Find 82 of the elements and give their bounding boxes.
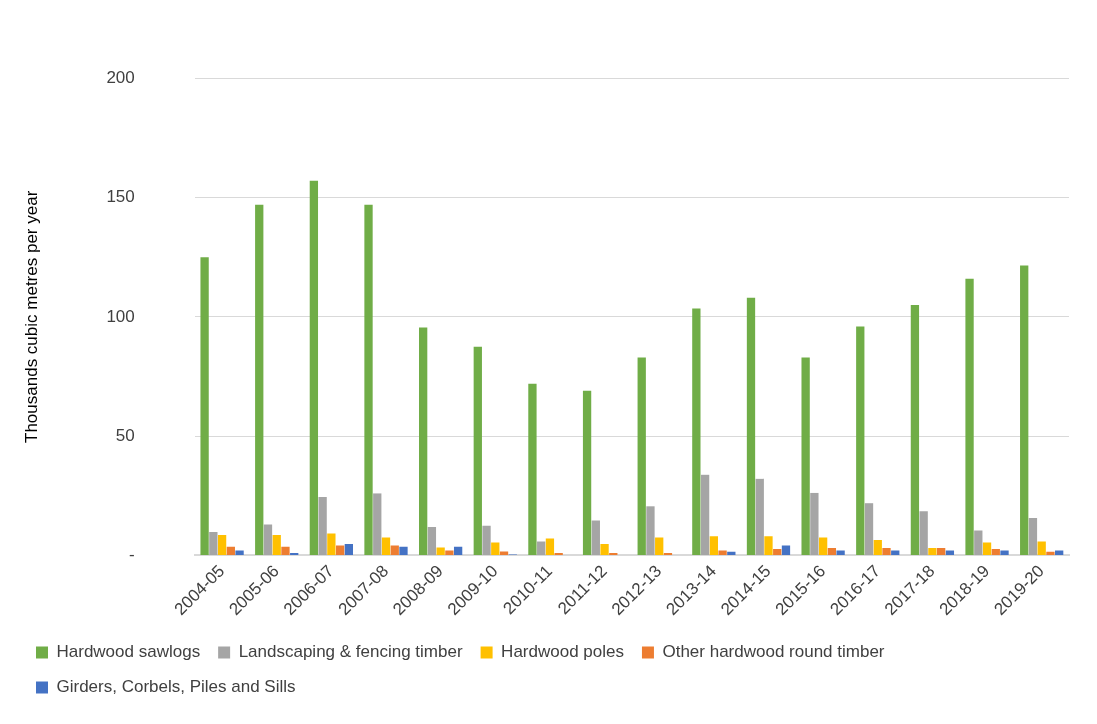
bar	[891, 550, 900, 555]
bar	[856, 326, 865, 555]
bar	[1000, 550, 1009, 555]
bar	[399, 546, 408, 555]
bar	[991, 549, 1000, 555]
bar	[327, 533, 336, 555]
bar	[318, 497, 327, 555]
bar	[445, 550, 454, 555]
bar	[582, 390, 592, 555]
bar	[818, 537, 828, 555]
bar	[381, 537, 391, 555]
bar	[226, 546, 235, 555]
y-axis-title: Thousands cubic metres per year	[21, 190, 41, 443]
bar	[764, 536, 773, 555]
bar	[655, 537, 664, 555]
y-tick-label: 50	[115, 425, 135, 445]
bar	[873, 539, 882, 555]
bar	[436, 547, 445, 555]
bar	[482, 525, 491, 555]
bar	[965, 278, 974, 555]
bar	[419, 327, 428, 555]
bar	[591, 520, 600, 555]
bar	[700, 474, 710, 555]
bar	[373, 493, 382, 555]
bar	[746, 297, 756, 555]
bar	[945, 550, 955, 555]
bar	[919, 511, 928, 555]
legend-label: Hardwood sawlogs	[56, 642, 201, 662]
bar	[491, 542, 500, 555]
bar	[473, 346, 482, 555]
bar	[709, 536, 718, 555]
bar	[600, 544, 609, 555]
bar	[499, 551, 509, 555]
bar	[864, 503, 874, 555]
bar	[281, 546, 290, 555]
bar	[692, 308, 701, 555]
bar	[427, 527, 437, 555]
bar	[1020, 265, 1029, 555]
bar	[200, 257, 209, 555]
bar	[537, 541, 546, 555]
bar	[390, 545, 399, 555]
legend-label: Landscaping & fencing timber	[238, 642, 463, 662]
bar	[309, 180, 319, 555]
bar	[801, 357, 810, 555]
bar	[453, 546, 463, 555]
bar	[836, 550, 845, 555]
legend-label: Hardwood poles	[501, 642, 624, 662]
bar	[810, 492, 819, 555]
bar	[646, 506, 655, 555]
y-tick-label: 200	[106, 67, 135, 87]
bar	[882, 548, 891, 555]
bar	[209, 532, 218, 555]
bar	[217, 534, 227, 555]
bar	[1037, 541, 1046, 555]
bar	[936, 548, 946, 555]
bar	[335, 545, 345, 555]
bar	[255, 204, 264, 555]
y-tick-label: 100	[106, 306, 135, 326]
bar	[781, 545, 791, 555]
bar	[364, 204, 373, 555]
bar	[528, 383, 537, 555]
bar	[545, 538, 555, 555]
legend-label: Girders, Corbels, Piles and Sills	[56, 677, 296, 697]
bar	[718, 550, 727, 555]
y-tick-label: 150	[106, 187, 135, 207]
bar	[1046, 551, 1055, 555]
bar	[755, 478, 764, 555]
bar	[344, 544, 353, 555]
bar	[928, 548, 937, 555]
bar	[235, 550, 244, 555]
legend-label: Other hardwood round timber	[662, 642, 885, 662]
bar	[910, 304, 920, 555]
bar	[272, 534, 281, 555]
bar	[827, 548, 837, 555]
bar	[637, 357, 646, 555]
bar	[263, 524, 273, 555]
bar	[1055, 550, 1064, 555]
y-tick-label: -	[129, 545, 135, 565]
bar	[982, 542, 992, 555]
bar	[1028, 518, 1038, 555]
bar	[974, 530, 983, 555]
bar	[773, 549, 782, 555]
